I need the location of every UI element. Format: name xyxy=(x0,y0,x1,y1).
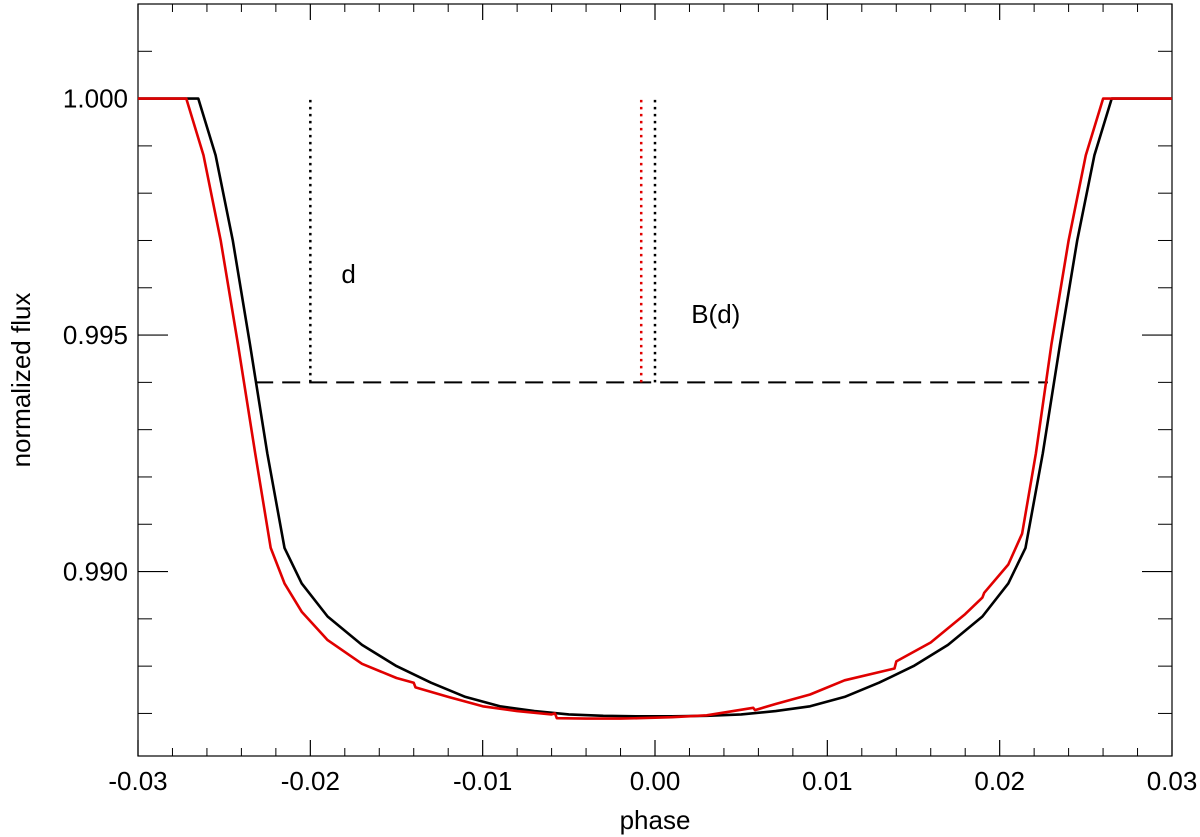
x-tick-label: 0.01 xyxy=(802,766,853,796)
ticks-layer xyxy=(137,3,1173,756)
lines-layer xyxy=(138,97,1172,720)
annotation-d: d xyxy=(341,259,355,289)
labels-layer: -0.03 -0.02 -0.01 0.00 0.01 0.02 0.03 0.990 0.99… xyxy=(63,84,1197,796)
x-axis-title: phase xyxy=(620,805,691,835)
y-tick-label: 0.995 xyxy=(63,320,128,350)
y-tick-label: 1.000 xyxy=(63,84,128,114)
annotation-b-d: B(d) xyxy=(691,299,740,329)
y-axis-title: normalized flux xyxy=(6,293,36,468)
series-line-black xyxy=(138,97,1172,718)
x-tick-label: -0.01 xyxy=(453,766,512,796)
series-line-red xyxy=(138,97,1172,720)
y-tick-label: 0.990 xyxy=(63,557,128,587)
x-tick-label: 0.02 xyxy=(974,766,1025,796)
x-tick-label: -0.02 xyxy=(281,766,340,796)
x-tick-label: 0.00 xyxy=(630,766,681,796)
x-tick-label: 0.03 xyxy=(1147,766,1198,796)
x-tick-label: -0.03 xyxy=(108,766,167,796)
